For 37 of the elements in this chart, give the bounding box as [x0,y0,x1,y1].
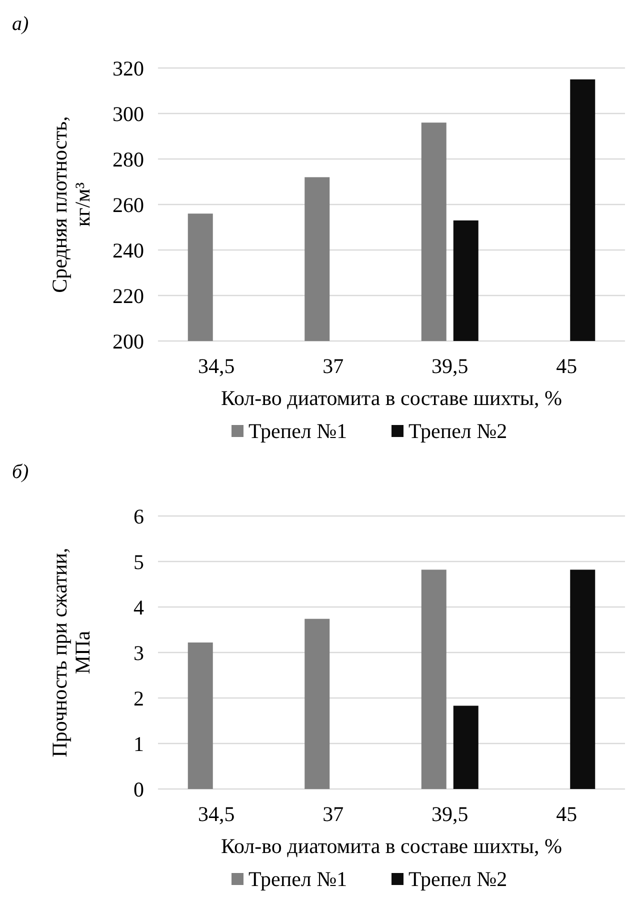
y-tick-label: 3 [134,640,144,665]
y-tick-label: 1 [134,732,144,756]
x-tick-label: 34,5 [198,802,235,826]
x-tick-label: 37 [322,802,344,826]
x-axis-title: Кол-во диатомита в составе шихты, % [220,386,562,410]
y-tick-label: 4 [134,595,144,620]
chart-title: б) [12,461,30,483]
x-tick-label: 45 [556,354,578,378]
y-tick-label: 5 [134,550,144,574]
legend-label: Трепел №1 [248,419,348,443]
y-tick-label: 6 [134,504,144,528]
y-tick-label: 2 [134,686,144,710]
y-axis-title: Прочность при сжатии, МПа [47,548,95,758]
y-axis-title: Средняя плотность, кг/м³ [47,116,95,293]
legend-label: Трепел №1 [248,867,348,891]
y-tick-label: 240 [112,238,144,262]
bar [421,570,446,789]
bar [453,706,478,789]
y-tick-label: 300 [112,102,144,126]
bar [570,570,596,789]
y-tick-label: 200 [112,329,144,354]
y-tick-label: 280 [112,147,144,172]
x-tick-label: 45 [556,802,578,826]
y-tick-label: 0 [134,777,144,802]
bar [188,642,213,789]
x-axis-title: Кол-во диатомита в составе шихты, % [220,834,562,858]
x-tick-label: 37 [322,354,344,378]
legend-label: Трепел №2 [408,867,508,891]
bar [304,618,330,789]
chart-title: а) [12,13,29,35]
x-tick-label: 34,5 [198,354,235,378]
y-tick-label: 220 [112,284,144,308]
y-tick-label: 320 [112,56,144,80]
x-tick-label: 39,5 [432,802,468,826]
x-tick-label: 39,5 [432,354,468,378]
legend-label: Трепел №2 [408,419,508,443]
y-tick-label: 260 [112,192,144,217]
